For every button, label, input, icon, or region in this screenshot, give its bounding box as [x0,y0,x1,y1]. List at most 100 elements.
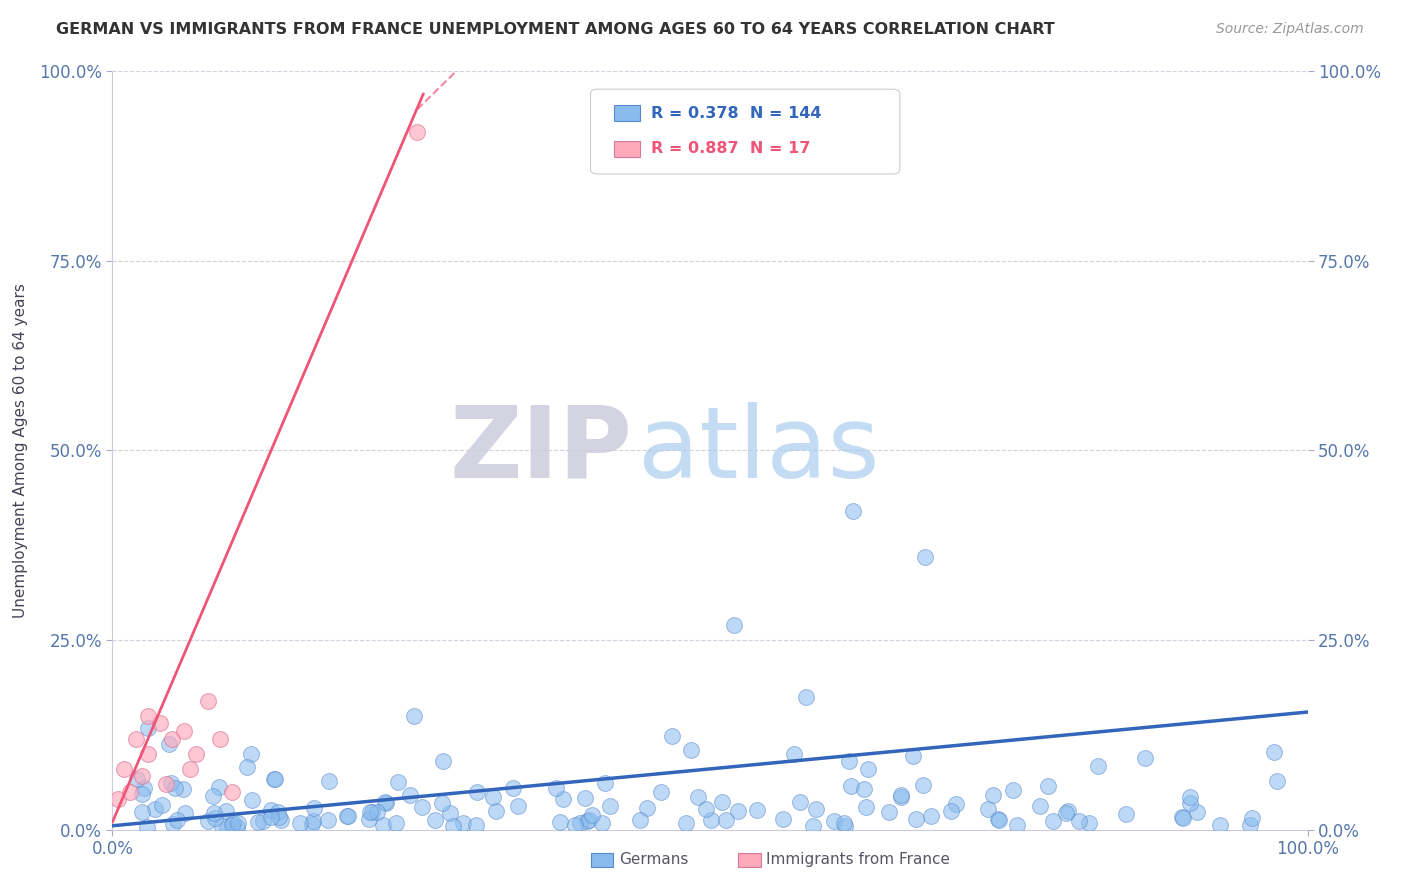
Point [485,804,508,818]
Point [136,722,159,736]
Point [987,812,1010,826]
Point [834,819,856,833]
Point [806,802,828,816]
Point [252,814,274,828]
Point [1185,805,1208,820]
Point [1171,810,1194,824]
Point [599,798,621,813]
Point [581,807,603,822]
Point [1240,811,1263,825]
Point [217,821,239,835]
Point [318,773,340,788]
Text: Germans: Germans [619,853,688,867]
Point [591,815,613,830]
Point [723,617,745,632]
Text: Immigrants from France: Immigrants from France [766,853,950,867]
Point [204,811,226,825]
Point [1209,817,1232,831]
Point [650,785,672,799]
Point [432,796,454,810]
Point [374,796,396,810]
Point [782,747,804,761]
Point [772,812,794,826]
Point [911,778,934,792]
Point [361,805,384,819]
Point [832,815,855,830]
Point [373,818,395,832]
Point [186,747,208,761]
Point [301,817,323,831]
Point [889,789,911,803]
Point [574,791,596,805]
Point [593,775,616,789]
Point [465,784,488,798]
Point [553,791,575,805]
Point [359,805,381,820]
Point [221,818,243,832]
Point [134,780,156,795]
Point [160,776,183,790]
Point [661,729,683,743]
Point [131,805,153,820]
Point [197,694,219,708]
Point [988,813,1011,827]
Point [1036,779,1059,793]
Point [839,779,862,793]
Point [1001,782,1024,797]
Text: Source: ZipAtlas.com: Source: ZipAtlas.com [1216,22,1364,37]
Point [135,821,157,835]
Point [1115,807,1137,822]
Point [162,731,183,746]
Point [239,747,262,761]
Point [357,812,380,826]
Point [166,814,188,828]
Point [575,814,598,829]
Point [173,724,195,739]
Point [267,809,290,823]
Point [441,820,464,834]
Point [502,780,524,795]
Point [107,792,129,806]
Point [226,815,249,830]
Point [149,716,172,731]
Point [439,806,461,821]
Point [202,805,225,820]
Y-axis label: Unemployment Among Ages 60 to 64 years: Unemployment Among Ages 60 to 64 years [13,283,28,618]
Point [336,809,359,823]
Point [263,772,285,787]
Point [941,805,963,819]
Point [318,813,340,827]
Point [628,813,651,827]
Point [125,731,148,746]
Point [901,748,924,763]
Point [197,814,219,829]
Point [302,814,325,828]
Point [914,549,936,564]
Point [155,777,177,791]
Point [699,813,721,827]
Point [209,731,232,746]
Point [157,737,180,751]
Point [855,800,877,814]
Point [801,819,824,833]
Point [267,805,290,819]
Point [905,813,928,827]
Point [432,755,454,769]
Point [179,762,201,776]
Point [411,800,433,814]
Point [681,743,703,757]
Point [686,790,709,805]
Point [398,788,420,802]
Point [856,762,879,776]
Point [1265,774,1288,789]
Point [465,818,488,832]
Point [1005,818,1028,832]
Point [163,780,186,795]
Point [270,813,292,827]
Point [1028,799,1050,814]
Point [981,788,1004,802]
Point [877,805,900,819]
Point [260,809,283,823]
Point [506,799,529,814]
Point [260,804,283,818]
